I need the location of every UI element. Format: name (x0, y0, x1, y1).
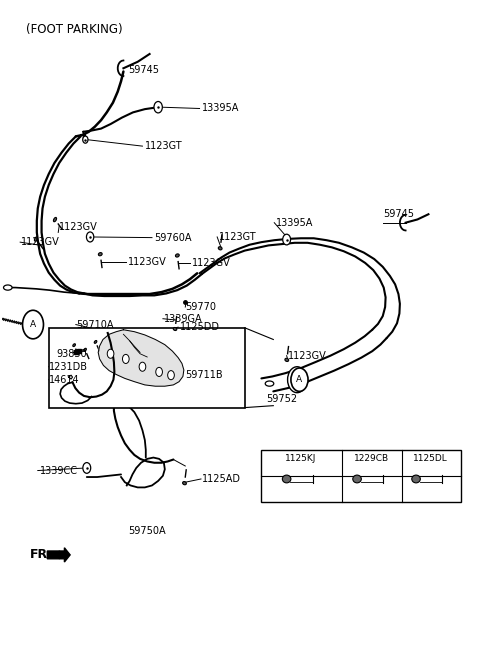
Text: 1123GV: 1123GV (128, 257, 167, 266)
Circle shape (107, 349, 114, 358)
Text: 59770: 59770 (185, 302, 216, 312)
Text: 1339GA: 1339GA (164, 313, 203, 324)
Ellipse shape (73, 343, 75, 347)
Text: 1125KJ: 1125KJ (285, 454, 317, 463)
Ellipse shape (353, 475, 361, 483)
Ellipse shape (412, 475, 420, 483)
Ellipse shape (182, 481, 186, 485)
Text: 59711B: 59711B (185, 370, 223, 380)
Text: 1123GV: 1123GV (21, 237, 60, 247)
Text: 1231DB: 1231DB (48, 362, 88, 372)
Circle shape (86, 232, 94, 242)
Text: (FOOT PARKING): (FOOT PARKING) (26, 23, 122, 36)
Circle shape (156, 368, 162, 377)
Text: 1229CB: 1229CB (354, 454, 389, 463)
Circle shape (83, 462, 91, 473)
FancyBboxPatch shape (48, 328, 245, 407)
Circle shape (122, 355, 129, 364)
Ellipse shape (176, 254, 179, 257)
Ellipse shape (35, 237, 37, 241)
Circle shape (168, 371, 174, 379)
FancyArrow shape (48, 548, 70, 562)
Ellipse shape (84, 348, 86, 351)
Text: 59745: 59745 (128, 65, 159, 75)
Ellipse shape (265, 381, 274, 386)
Text: 1123GT: 1123GT (218, 232, 256, 242)
Text: 59752: 59752 (266, 394, 297, 404)
Text: 14614: 14614 (48, 375, 79, 385)
Ellipse shape (94, 340, 97, 343)
Text: 1125AD: 1125AD (202, 474, 241, 484)
Circle shape (139, 362, 146, 372)
Circle shape (83, 136, 88, 143)
Ellipse shape (3, 285, 12, 290)
Ellipse shape (282, 475, 291, 483)
Ellipse shape (53, 217, 57, 222)
Circle shape (154, 101, 162, 113)
Ellipse shape (285, 358, 288, 362)
Text: A: A (297, 375, 302, 384)
Text: 59710A: 59710A (76, 319, 113, 330)
Text: 1339CC: 1339CC (40, 466, 78, 475)
Text: 1123GV: 1123GV (192, 258, 231, 268)
Bar (262, 450, 461, 502)
Text: 1125DD: 1125DD (180, 322, 219, 332)
Text: 59760A: 59760A (155, 232, 192, 243)
Text: 1123GV: 1123GV (59, 222, 98, 232)
Text: 1125DL: 1125DL (413, 454, 448, 463)
Text: FR.: FR. (30, 549, 53, 562)
Ellipse shape (173, 328, 177, 330)
Text: 13395A: 13395A (202, 103, 240, 114)
Text: 93830: 93830 (57, 349, 87, 359)
Circle shape (291, 368, 308, 391)
Circle shape (23, 310, 44, 339)
Text: 1123GV: 1123GV (288, 351, 326, 360)
Circle shape (288, 367, 307, 392)
Text: 13395A: 13395A (276, 217, 313, 228)
Ellipse shape (218, 247, 222, 250)
Text: A: A (30, 320, 36, 329)
Polygon shape (98, 330, 184, 386)
Circle shape (283, 234, 290, 245)
Text: 59745: 59745 (383, 209, 414, 219)
Text: 59750A: 59750A (128, 526, 166, 536)
Ellipse shape (98, 253, 102, 256)
Text: 1123GT: 1123GT (145, 141, 182, 151)
